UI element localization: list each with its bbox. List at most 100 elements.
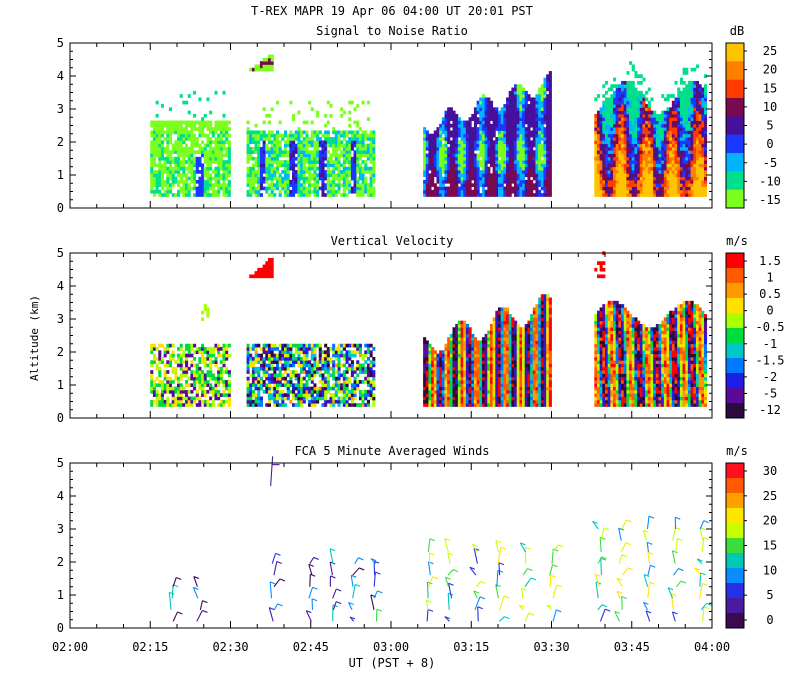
heatmap-cell	[265, 389, 269, 394]
heatmap-cell	[305, 186, 309, 191]
heatmap-cell	[460, 130, 464, 135]
heatmap-cell	[423, 133, 427, 138]
heatmap-cell	[685, 179, 689, 184]
heatmap-cell	[428, 163, 432, 168]
heatmap-cell	[489, 173, 494, 178]
heatmap-cell	[599, 127, 603, 131]
heatmap-cell	[246, 193, 250, 197]
heatmap-cell	[703, 87, 708, 92]
heatmap-cell	[701, 179, 705, 184]
heatmap-cell	[449, 193, 453, 197]
heatmap-cell	[254, 376, 258, 381]
heatmap-cell	[679, 90, 683, 95]
heatmap-cell	[292, 183, 296, 187]
heatmap-cell	[270, 271, 274, 275]
heatmap-cell	[479, 153, 483, 158]
heatmap-cell	[369, 183, 373, 187]
heatmap-cell	[540, 117, 544, 121]
heatmap-cell	[305, 120, 309, 125]
heatmap-cell	[663, 97, 667, 102]
heatmap-cell	[257, 353, 261, 358]
heatmap-cell	[155, 189, 159, 194]
heatmap-cell	[217, 179, 221, 184]
heatmap-cell	[284, 186, 288, 191]
heatmap-cell	[284, 193, 288, 197]
heatmap-cell	[607, 113, 611, 118]
heatmap-cell	[265, 350, 269, 355]
heatmap-cell	[695, 186, 700, 191]
heatmap-cell	[687, 156, 691, 161]
heatmap-cell	[535, 166, 539, 171]
heatmap-cell	[701, 186, 705, 191]
heatmap-cell	[637, 150, 641, 154]
heatmap-cell	[441, 186, 445, 191]
heatmap-cell	[685, 186, 689, 191]
heatmap-cell	[185, 366, 189, 371]
heatmap-cell	[698, 140, 702, 145]
heatmap-cell	[294, 163, 298, 168]
heatmap-cell	[297, 376, 301, 381]
heatmap-cell	[623, 150, 627, 154]
heatmap-cell	[647, 137, 651, 141]
heatmap-cell	[267, 150, 272, 154]
heatmap-cell	[436, 160, 440, 164]
heatmap-cell	[160, 163, 165, 168]
heatmap-cell	[645, 120, 649, 125]
heatmap-cell	[436, 193, 440, 197]
heatmap-cell	[294, 350, 298, 355]
heatmap-cell	[503, 166, 507, 171]
heatmap-cell	[294, 143, 298, 148]
heatmap-cell	[473, 183, 477, 187]
heatmap-cell	[308, 166, 312, 171]
heatmap-cell	[631, 94, 635, 98]
heatmap-cell	[610, 87, 614, 92]
heatmap-cell	[262, 380, 266, 384]
heatmap-cell	[623, 179, 627, 184]
heatmap-cell	[246, 403, 250, 407]
heatmap-cell	[297, 189, 301, 194]
heatmap-cell	[637, 173, 641, 178]
heatmap-cell	[514, 189, 518, 194]
heatmap-cell	[449, 117, 453, 121]
heatmap-cell	[439, 153, 443, 158]
heatmap-cell	[329, 189, 333, 194]
heatmap-cell	[631, 97, 635, 102]
heatmap-cell	[265, 160, 269, 164]
heatmap-cell	[444, 160, 448, 164]
heatmap-cell	[703, 176, 708, 181]
heatmap-cell	[177, 170, 181, 174]
heatmap-cell	[177, 146, 181, 151]
heatmap-cell	[423, 189, 427, 194]
heatmap-cell	[160, 143, 165, 148]
heatmap-cell	[605, 80, 609, 85]
heatmap-cell	[353, 107, 357, 112]
heatmap-cell	[605, 123, 609, 128]
heatmap-cell	[431, 173, 435, 178]
heatmap-cell	[254, 393, 258, 397]
heatmap-cell	[594, 176, 598, 181]
heatmap-cell	[441, 189, 445, 194]
heatmap-cell	[650, 189, 654, 194]
heatmap-cell	[289, 360, 293, 364]
heatmap-cell	[613, 163, 617, 168]
heatmap-cell	[602, 143, 606, 148]
heatmap-cell	[647, 153, 651, 158]
heatmap-cell	[337, 176, 341, 181]
heatmap-cell	[206, 140, 210, 145]
heatmap-cell	[495, 176, 499, 181]
heatmap-cell	[366, 137, 370, 141]
heatmap-cell	[166, 179, 170, 184]
heatmap-cell	[538, 127, 542, 131]
heatmap-cell	[623, 100, 627, 105]
heatmap-cell	[249, 403, 253, 407]
heatmap-cell	[530, 179, 534, 184]
heatmap-cell	[548, 71, 552, 75]
heatmap-cell	[460, 170, 464, 174]
heatmap-cell	[193, 176, 197, 181]
heatmap-cell	[674, 133, 678, 138]
heatmap-cell	[201, 130, 205, 135]
heatmap-cell	[174, 370, 178, 374]
heatmap-cell	[249, 156, 253, 161]
heatmap-cell	[321, 183, 325, 187]
heatmap-cell	[174, 123, 178, 128]
